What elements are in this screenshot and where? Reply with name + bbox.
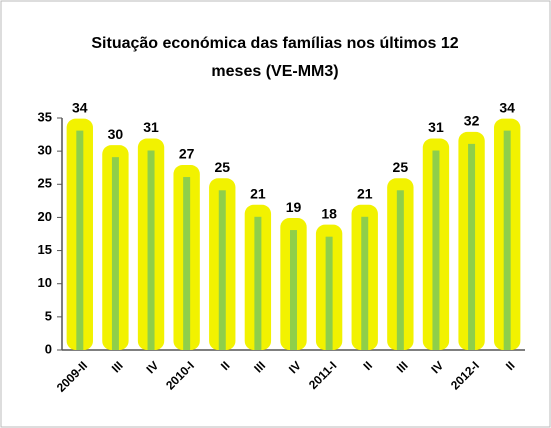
value-label: 25	[214, 159, 230, 175]
y-tick-label: 25	[38, 176, 52, 191]
bar-stripe	[290, 230, 297, 350]
y-tick-label: 15	[38, 242, 52, 257]
value-label: 27	[179, 146, 195, 162]
y-tick-label: 30	[38, 143, 52, 158]
value-label: 25	[393, 159, 409, 175]
bar-stripe	[254, 216, 262, 350]
value-label: 34	[499, 99, 515, 115]
bar-stripe	[325, 236, 333, 350]
bar-stripe	[396, 190, 404, 350]
bar-stripe	[503, 130, 511, 350]
chart-title: Situação económica das famílias nos últi…	[91, 35, 458, 52]
value-label: 30	[108, 126, 124, 142]
value-label: 18	[321, 205, 337, 221]
bar-stripe	[111, 157, 119, 350]
y-tick-label: 5	[45, 308, 52, 323]
bar-stripe	[468, 143, 476, 350]
value-label: 31	[143, 119, 159, 135]
bar-stripe	[76, 130, 84, 350]
y-tick-label: 0	[45, 341, 52, 356]
value-label: 21	[250, 186, 266, 202]
y-tick-label: 35	[38, 109, 52, 124]
y-tick-label: 10	[38, 275, 52, 290]
bar-stripe	[432, 150, 440, 350]
value-label: 21	[357, 186, 373, 202]
y-tick-label: 20	[38, 209, 52, 224]
chart-title: meses (VE-MM3)	[211, 63, 338, 80]
bar-stripe	[183, 177, 191, 350]
bar-stripe	[361, 216, 369, 350]
value-label: 31	[428, 119, 444, 135]
value-label: 34	[72, 99, 88, 115]
bar-stripe	[147, 150, 155, 350]
value-label: 19	[286, 199, 302, 215]
value-label: 32	[464, 113, 480, 129]
bar-stripe	[218, 190, 226, 350]
